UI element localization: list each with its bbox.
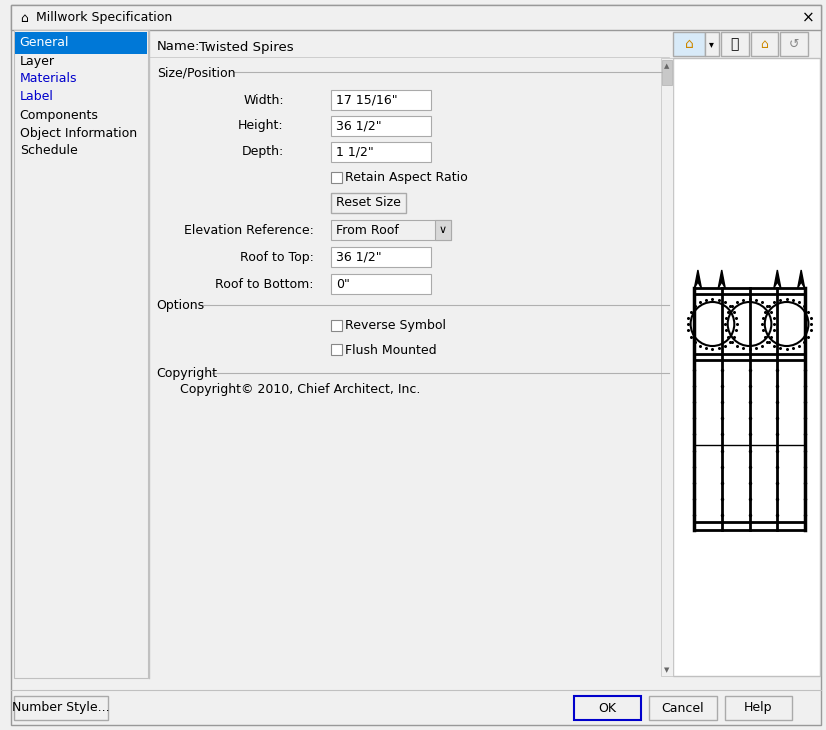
Text: ▼: ▼ — [664, 667, 670, 673]
Bar — [331, 172, 343, 183]
Text: Reverse Symbol: Reverse Symbol — [345, 320, 446, 332]
Bar — [705, 32, 719, 56]
Bar — [14, 30, 148, 678]
Bar — [649, 696, 717, 720]
Bar — [331, 220, 451, 240]
Text: ∨: ∨ — [439, 225, 447, 235]
Text: 17 15/16": 17 15/16" — [336, 93, 398, 107]
Text: Help: Help — [744, 702, 773, 715]
Text: Label: Label — [20, 91, 54, 104]
Polygon shape — [774, 270, 781, 288]
Text: ×: × — [802, 10, 815, 26]
Text: Cancel: Cancel — [662, 702, 705, 715]
Text: ⌂: ⌂ — [685, 37, 693, 51]
Bar — [724, 696, 792, 720]
Polygon shape — [719, 270, 725, 288]
Polygon shape — [695, 270, 701, 288]
Text: ⌂: ⌂ — [20, 12, 27, 25]
Bar — [331, 116, 431, 136]
Bar — [11, 5, 821, 30]
Text: 36 1/2": 36 1/2" — [336, 120, 382, 133]
Text: Retain Aspect Ratio: Retain Aspect Ratio — [345, 172, 468, 185]
Text: Width:: Width: — [243, 93, 284, 107]
Bar — [574, 696, 641, 720]
Text: Twisted Spires: Twisted Spires — [199, 40, 294, 53]
Bar — [331, 193, 406, 213]
Bar — [331, 247, 431, 267]
Text: Layer: Layer — [20, 55, 55, 67]
Text: Object Information: Object Information — [20, 126, 137, 139]
Polygon shape — [798, 270, 805, 288]
Text: Materials: Materials — [20, 72, 77, 85]
Text: ⤢: ⤢ — [730, 37, 738, 51]
Text: Copyright© 2010, Chief Architect, Inc.: Copyright© 2010, Chief Architect, Inc. — [179, 383, 420, 396]
Text: General: General — [20, 36, 69, 50]
Text: 1 1/2": 1 1/2" — [336, 145, 374, 158]
Bar — [781, 32, 808, 56]
Text: Size/Position: Size/Position — [157, 66, 235, 80]
Bar — [14, 696, 108, 720]
Text: Options: Options — [157, 299, 205, 312]
Bar — [331, 344, 343, 355]
Text: Roof to Top:: Roof to Top: — [240, 250, 314, 264]
Bar — [331, 320, 343, 331]
Text: Reset Size: Reset Size — [336, 196, 401, 210]
Text: Elevation Reference:: Elevation Reference: — [183, 223, 314, 237]
Text: ⌂: ⌂ — [761, 37, 768, 50]
Bar — [15, 32, 147, 54]
Text: Number Style...: Number Style... — [12, 702, 110, 715]
Bar — [673, 58, 820, 676]
Text: Flush Mounted: Flush Mounted — [345, 344, 437, 356]
Bar — [751, 32, 778, 56]
Text: 0": 0" — [336, 277, 350, 291]
Text: 36 1/2": 36 1/2" — [336, 250, 382, 264]
Bar — [661, 58, 673, 676]
Text: ↺: ↺ — [789, 37, 800, 50]
Bar — [331, 274, 431, 294]
Text: OK: OK — [599, 702, 616, 715]
Text: Schedule: Schedule — [20, 145, 78, 158]
Text: Roof to Bottom:: Roof to Bottom: — [215, 277, 314, 291]
Bar — [434, 220, 451, 240]
Text: Depth:: Depth: — [241, 145, 284, 158]
Bar — [721, 32, 748, 56]
Text: Height:: Height: — [238, 120, 284, 133]
Bar — [673, 32, 705, 56]
Text: Components: Components — [20, 109, 98, 121]
Bar — [331, 90, 431, 110]
Text: From Roof: From Roof — [336, 223, 399, 237]
Text: Name:: Name: — [157, 40, 200, 53]
Text: Copyright: Copyright — [157, 367, 218, 380]
Bar — [662, 60, 672, 85]
Text: ▲: ▲ — [664, 63, 670, 69]
Text: Millwork Specification: Millwork Specification — [36, 12, 172, 25]
Text: ▾: ▾ — [710, 39, 714, 49]
Bar — [331, 142, 431, 162]
